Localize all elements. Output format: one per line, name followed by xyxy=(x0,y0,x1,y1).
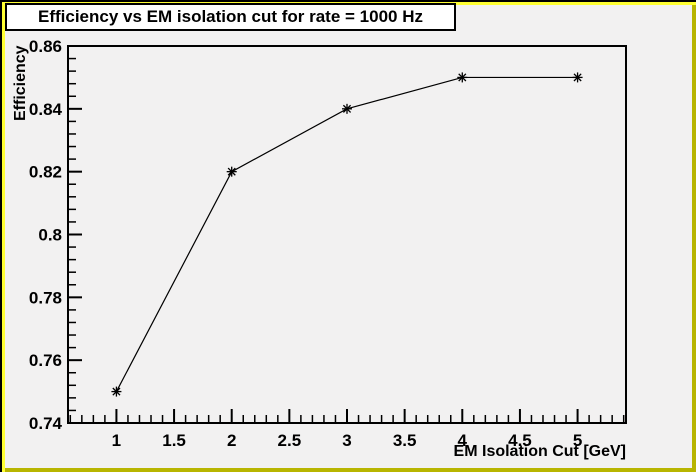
y-tick-label: 0.84 xyxy=(29,100,63,119)
y-tick-label: 0.86 xyxy=(29,37,62,56)
marker-ray xyxy=(112,387,121,396)
marker-ray xyxy=(227,167,236,176)
y-tick-label: 0.8 xyxy=(38,226,62,245)
x-tick-label: 1.5 xyxy=(162,431,186,450)
data-point-marker xyxy=(572,72,583,83)
x-tick-label: 4 xyxy=(458,431,468,450)
x-tick-label: 2 xyxy=(227,431,236,450)
canvas-border-left-outline xyxy=(0,0,2,472)
data-point-marker xyxy=(111,386,122,397)
marker-ray xyxy=(342,104,352,113)
marker-ray xyxy=(573,73,582,82)
x-tick-label: 4.5 xyxy=(508,431,532,450)
y-tick-label: 0.82 xyxy=(29,163,62,182)
y-tick-label: 0.78 xyxy=(29,288,62,307)
y-axis-title: Efficiency xyxy=(12,45,29,121)
canvas-border-top-outline xyxy=(0,0,696,2)
plot-frame xyxy=(67,45,627,424)
plot-title-box: Efficiency vs EM isolation cut for rate … xyxy=(5,3,456,31)
data-point-marker xyxy=(342,103,352,114)
x-tick-label: 3 xyxy=(342,431,351,450)
data-point-marker xyxy=(226,166,237,177)
y-tick-label: 0.76 xyxy=(29,351,62,370)
data-point-marker xyxy=(457,72,468,83)
x-axis-title: EM Isolation Cut [GeV] xyxy=(453,443,626,460)
data-polyline xyxy=(115,76,578,392)
x-tick-label: 5 xyxy=(573,431,582,450)
canvas-border-right-shadow xyxy=(692,5,696,472)
x-tick-label: 1 xyxy=(112,431,121,450)
canvas-border-bottom-shadow xyxy=(5,468,696,472)
x-tick-label: 2.5 xyxy=(278,431,302,450)
y-tick-label: 0.74 xyxy=(29,414,63,433)
plot-title: Efficiency vs EM isolation cut for rate … xyxy=(38,7,423,26)
x-tick-label: 3.5 xyxy=(393,431,417,450)
canvas-border-left-highlight xyxy=(2,2,5,472)
marker-ray xyxy=(458,73,467,82)
